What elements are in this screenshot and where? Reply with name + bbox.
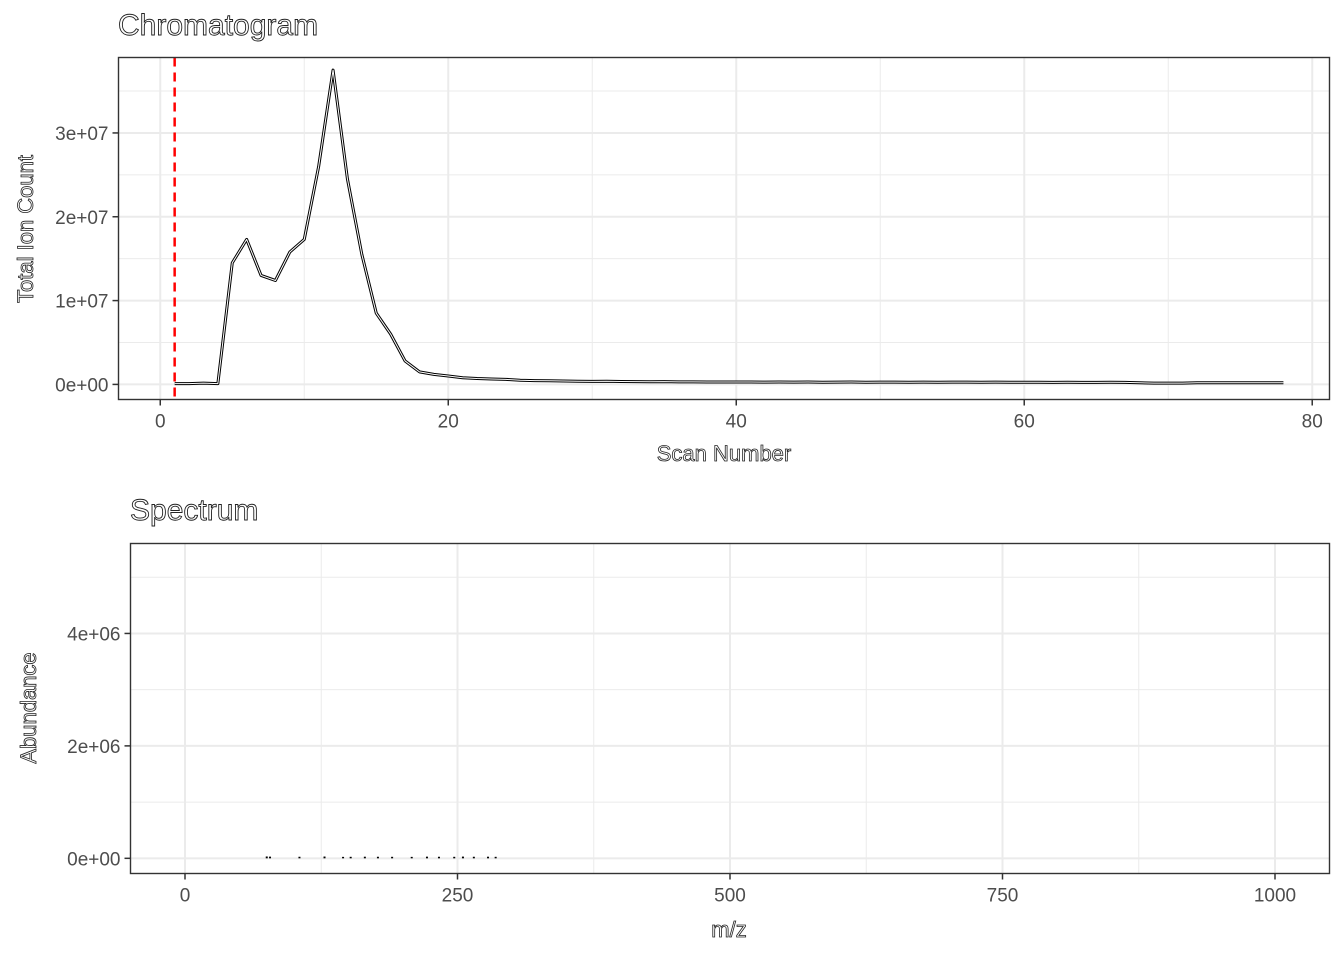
spectrum-chart: Spectrum 0 250 500 750 1000 0e+00 2e+06 4e+06 m… xyxy=(16,494,1331,942)
chromatogram-x-tick-label: 0 xyxy=(155,412,166,433)
chromatogram-x-tick-label: 60 xyxy=(1014,412,1035,433)
spectrum-y-tick-label: 0e+00 xyxy=(67,849,120,870)
chromatogram-axis-ticks: 0 20 40 60 80 0e+00 1e+07 2e+07 3e+07 xyxy=(55,124,1323,433)
chromatogram-title: Chromatogram xyxy=(118,9,318,42)
chromatogram-panel xyxy=(117,56,1331,401)
chromatogram-x-axis-title: Scan Number xyxy=(657,441,792,466)
spectrum-series xyxy=(265,856,497,859)
chromatogram-x-tick-label: 80 xyxy=(1302,412,1323,433)
spectrum-title: Spectrum xyxy=(130,494,258,527)
chromatogram-grid xyxy=(118,57,1330,400)
chromatogram-chart: Chromatogram 0 20 40 60 80 0e+00 1e+07 2e+07 3e+… xyxy=(13,9,1331,466)
spectrum-grid xyxy=(130,543,1330,874)
chromatogram-y-tick-label: 1e+07 xyxy=(55,292,108,313)
chromatogram-x-tick-label: 20 xyxy=(438,412,459,433)
spectrum-x-tick-label: 750 xyxy=(987,886,1019,907)
chromatogram-y-tick-label: 2e+07 xyxy=(55,208,108,229)
spectrum-x-tick-label: 250 xyxy=(442,886,474,907)
spectrum-y-axis-title: Abundance xyxy=(16,652,41,763)
spectrum-y-tick-label: 2e+06 xyxy=(67,737,120,758)
spectrum-x-tick-label: 500 xyxy=(714,886,746,907)
chromatogram-series-line xyxy=(174,69,1284,385)
chromatogram-series xyxy=(174,68,1284,386)
spectrum-x-tick-label: 0 xyxy=(180,886,191,907)
spectrum-y-tick-label: 4e+06 xyxy=(67,624,120,645)
chromatogram-y-axis-title: Total Ion Count xyxy=(13,155,38,303)
spectrum-axis-ticks: 0 250 500 750 1000 0e+00 2e+06 4e+06 xyxy=(67,624,1296,906)
spectrum-x-axis-title: m/z xyxy=(711,917,746,942)
spectrum-x-tick-label: 1000 xyxy=(1254,886,1296,907)
chromatogram-x-tick-label: 40 xyxy=(726,412,747,433)
chromatogram-series-line-outline xyxy=(174,68,1284,386)
chromatogram-y-tick-label: 0e+00 xyxy=(55,375,108,396)
chromatogram-y-tick-label: 3e+07 xyxy=(55,124,108,145)
